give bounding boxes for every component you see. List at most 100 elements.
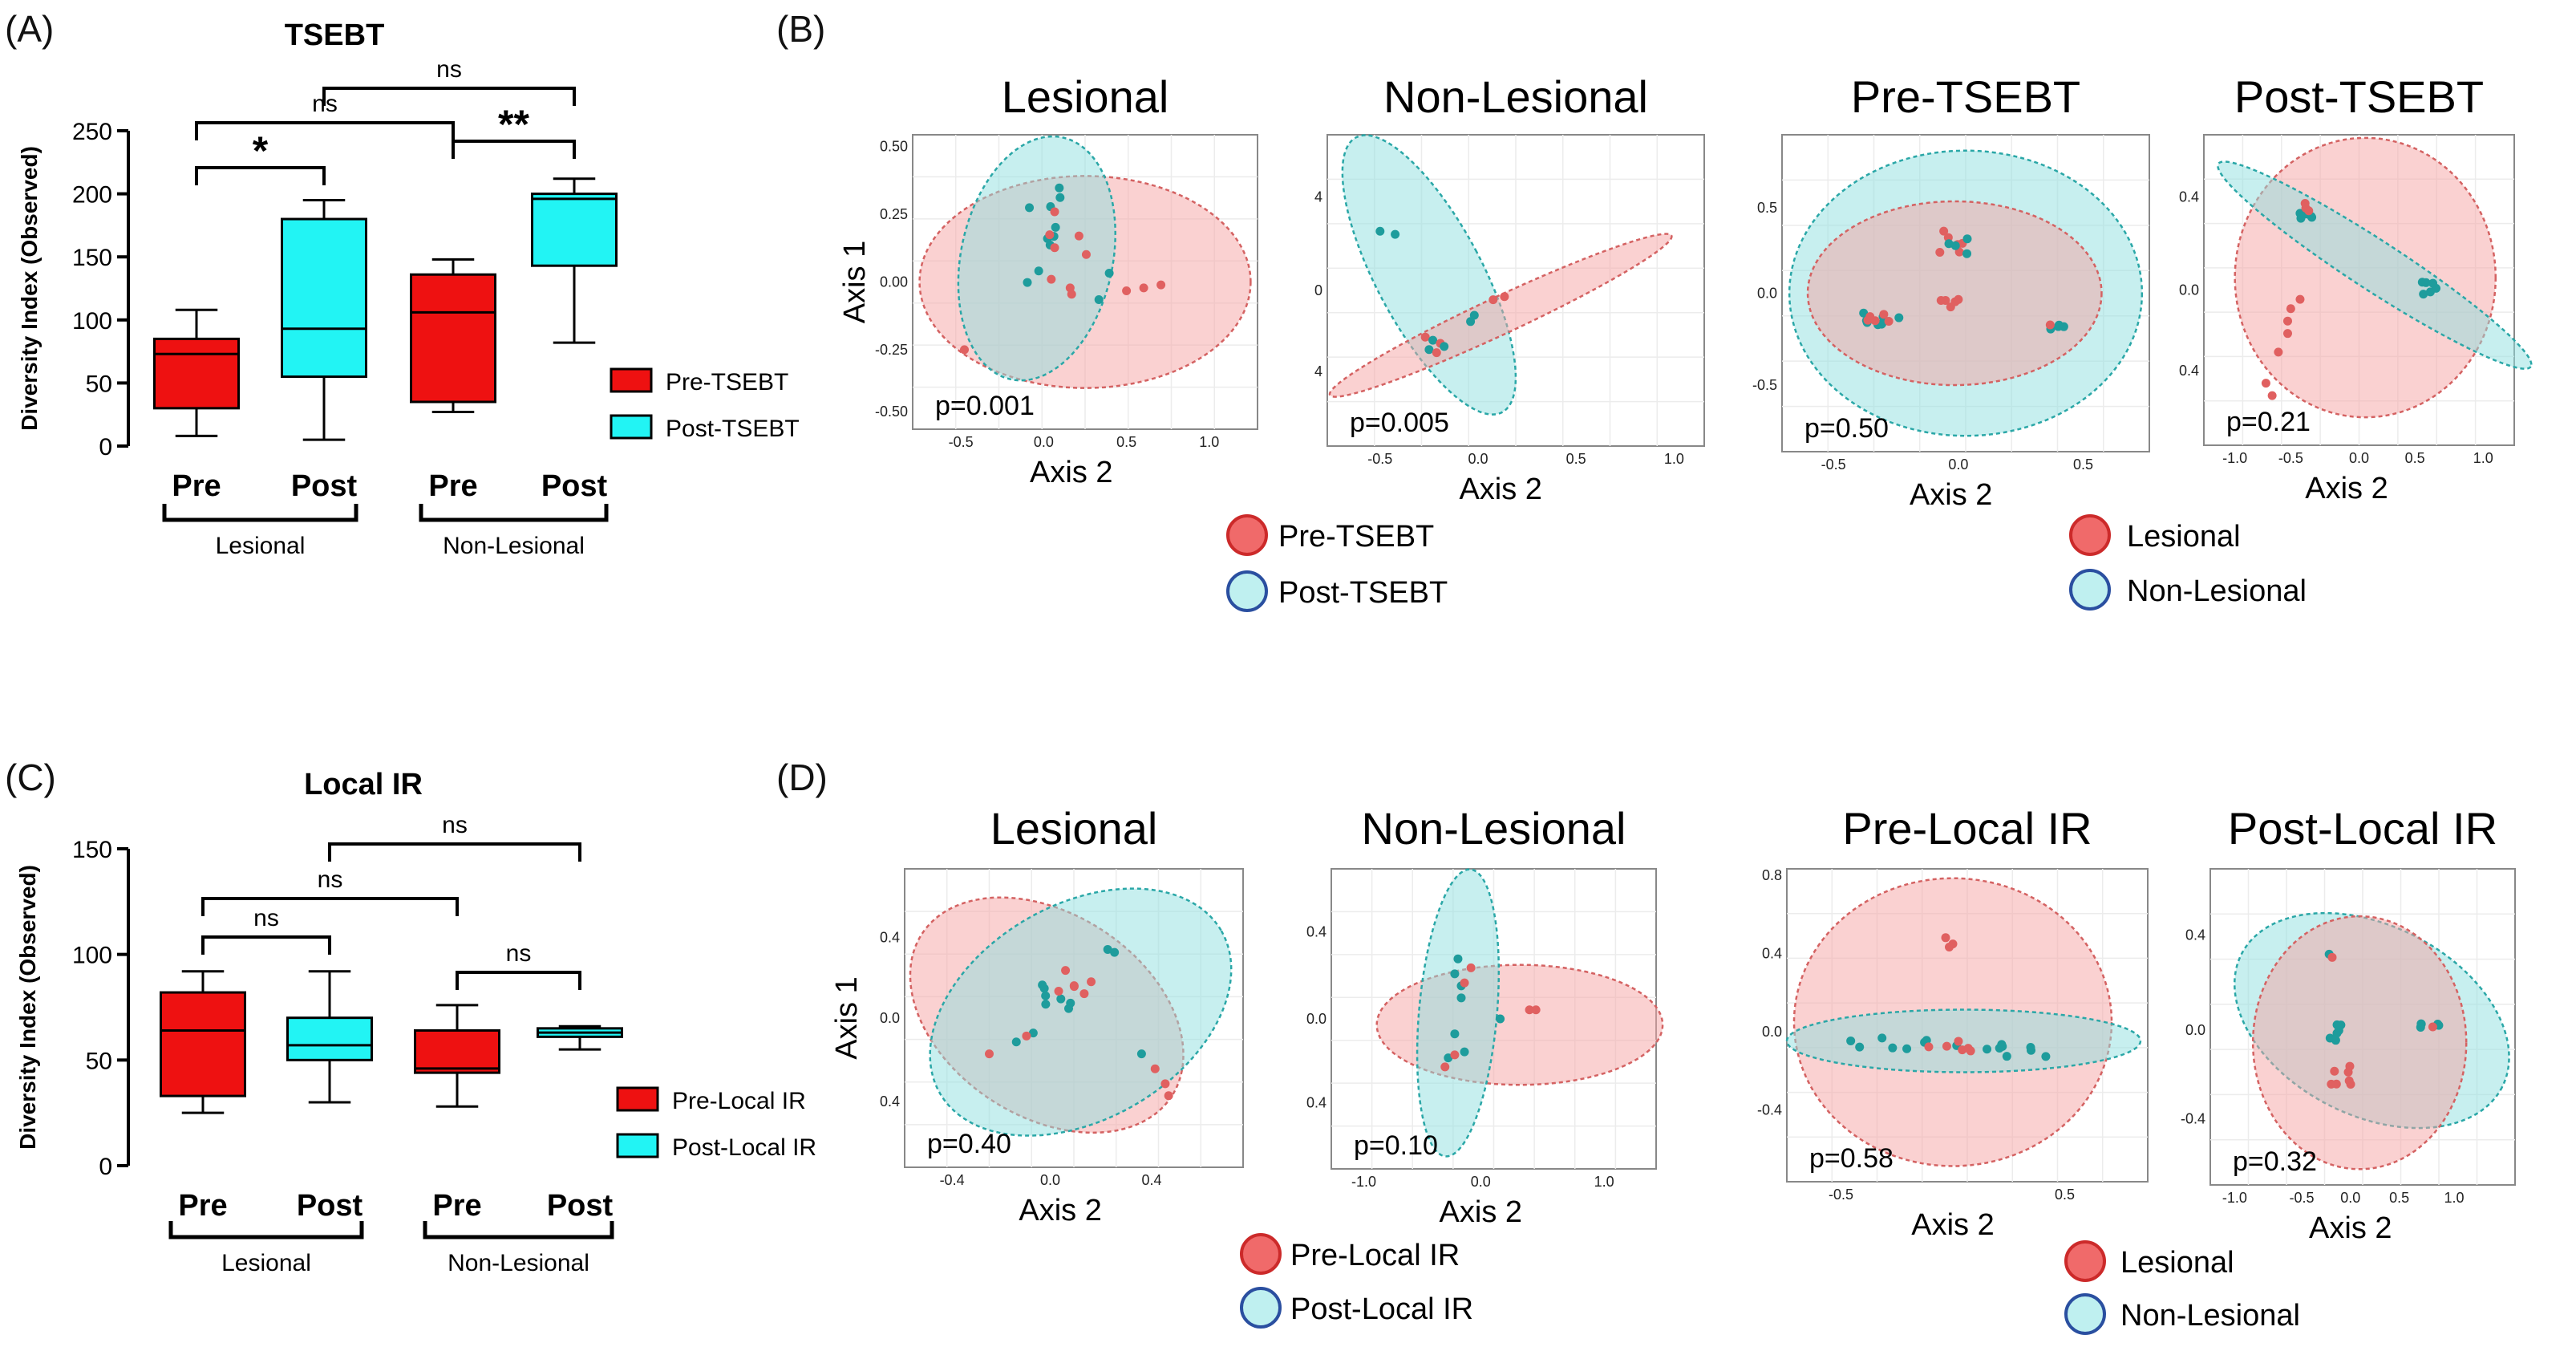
scatter-point bbox=[1469, 310, 1479, 320]
scatter-point bbox=[1894, 313, 1904, 323]
scatter-point bbox=[1945, 943, 1954, 951]
significance-bracket bbox=[195, 166, 326, 185]
scatter-point bbox=[1066, 998, 1075, 1008]
group-label: Non-Lesional bbox=[443, 533, 585, 559]
x-axis-label: Axis 2 bbox=[1910, 478, 1992, 512]
scatter-point bbox=[2045, 320, 2055, 330]
box-rect bbox=[160, 991, 246, 1097]
scatter-point bbox=[2330, 1066, 2339, 1076]
p-value-label: p=0.40 bbox=[927, 1129, 1011, 1159]
scatter-point bbox=[1061, 966, 1071, 976]
x-tick-label: 0.0 bbox=[1040, 1172, 1060, 1188]
y-tick-label: 0.25 bbox=[880, 206, 908, 222]
scatter-point bbox=[1104, 268, 1114, 278]
x-tick-label: -1.0 bbox=[2222, 1190, 2247, 1206]
scatter-point bbox=[1902, 1044, 1912, 1053]
scatter-point bbox=[1460, 978, 1469, 988]
pca-title: Post-TSEBT bbox=[2234, 71, 2484, 122]
scatter-point bbox=[1055, 183, 1064, 193]
y-tick-label: 150 bbox=[72, 837, 112, 863]
significance-bracket bbox=[195, 121, 455, 140]
legend-b-right-label-b: Non-Lesional bbox=[2127, 574, 2307, 608]
scatter-point bbox=[1440, 342, 1449, 351]
panel-letter-a: (A) bbox=[5, 8, 54, 50]
confidence-ellipse bbox=[2251, 915, 2468, 1170]
legend-b-left: Pre-TSEBT Post-TSEBT bbox=[1226, 514, 1448, 612]
scatter-point bbox=[1954, 247, 1964, 257]
x-tick-label: 0.0 bbox=[2349, 450, 2369, 466]
legend-b-left-swatch-b bbox=[1226, 570, 1268, 612]
y-tick-label: 0.4 bbox=[880, 1093, 900, 1110]
x-axis-label: Axis 2 bbox=[1030, 456, 1112, 489]
scatter-point bbox=[2267, 391, 2277, 400]
y-tick-label: 0.5 bbox=[1757, 200, 1777, 216]
scatter-point bbox=[1045, 230, 1055, 240]
x-tick-label: -0.4 bbox=[940, 1172, 965, 1188]
pca-title: Lesional bbox=[990, 803, 1158, 854]
x-tick-label: 0.5 bbox=[2389, 1190, 2409, 1206]
legend-d-right: Lesional Non-Lesional bbox=[2064, 1240, 2300, 1335]
group-bracket bbox=[423, 1221, 614, 1239]
y-tick-label: 0.0 bbox=[2185, 1022, 2205, 1038]
significance-label: ns bbox=[506, 940, 532, 967]
scatter-point bbox=[1942, 1041, 1951, 1051]
pca-title: Non-Lesional bbox=[1383, 71, 1648, 122]
scatter-point bbox=[1065, 283, 1075, 293]
box-rect bbox=[286, 1016, 373, 1061]
scatter-point bbox=[1946, 302, 1955, 312]
scatter-point bbox=[1962, 249, 1972, 258]
scatter-point bbox=[1087, 977, 1096, 987]
y-tick-label: 0.0 bbox=[880, 1010, 900, 1026]
x-tick-label: 1.0 bbox=[1199, 434, 1219, 450]
y-tick-label: 200 bbox=[72, 182, 112, 209]
scatter-point bbox=[2428, 1022, 2437, 1032]
scatter-point bbox=[1050, 207, 1059, 217]
box-rect bbox=[531, 193, 618, 267]
scatter-point bbox=[1941, 933, 1950, 943]
scatter-point bbox=[1047, 274, 1056, 284]
scatter-point bbox=[1453, 954, 1463, 964]
scatter-point bbox=[2344, 1076, 2354, 1085]
scatter-point bbox=[1139, 283, 1148, 293]
confidence-ellipse bbox=[1785, 1008, 2142, 1073]
y-tick-label: 0 bbox=[99, 434, 112, 460]
panel-letter-d: (D) bbox=[776, 757, 828, 798]
category-label: Pre bbox=[178, 1189, 227, 1223]
scatter-point bbox=[1963, 1044, 1973, 1053]
scatter-point bbox=[1011, 1037, 1021, 1047]
box-chart-tsebt: TSEBT 0 50 100 150 200 250 Diversity Index (Obs… bbox=[17, 18, 800, 559]
y-tick-label: 0 bbox=[99, 1154, 112, 1180]
x-tick-label: -1.0 bbox=[1351, 1174, 1376, 1190]
legend-d-right-label-b: Non-Lesional bbox=[2120, 1299, 2300, 1333]
category-label: Pre bbox=[432, 1189, 481, 1223]
y-tick-label: 0.4 bbox=[2179, 363, 2199, 379]
category-label: Post bbox=[547, 1189, 614, 1223]
scatter-point bbox=[1939, 226, 1949, 236]
y-tick-label: 4 bbox=[1314, 189, 1322, 205]
y-tick-label: 0 bbox=[1314, 282, 1322, 298]
scatter-point bbox=[1865, 312, 1875, 322]
scatter-point bbox=[2416, 1022, 2425, 1032]
scatter-point bbox=[2327, 952, 2337, 962]
pca-title: Post-Local IR bbox=[2228, 803, 2497, 854]
legend-d-left-label-a: Pre-Local IR bbox=[1290, 1239, 1460, 1272]
x-tick-label: 0.5 bbox=[1116, 434, 1136, 450]
significance-bracket bbox=[322, 87, 576, 106]
legend-label-post: Post-Local IR bbox=[672, 1134, 816, 1161]
x-axis-label: Axis 2 bbox=[1911, 1208, 1994, 1242]
scatter-point bbox=[1034, 266, 1043, 276]
significance-label: ** bbox=[498, 102, 529, 147]
category-label: Post bbox=[291, 469, 358, 503]
scatter-point bbox=[1941, 295, 1950, 305]
scatter-point bbox=[1039, 984, 1049, 993]
p-value-label: p=0.50 bbox=[1804, 413, 1889, 444]
scatter-point bbox=[2286, 304, 2295, 314]
y-tick-label: 0.4 bbox=[1762, 945, 1782, 961]
category-label: Pre bbox=[172, 469, 221, 503]
x-tick-label: 1.0 bbox=[2473, 450, 2493, 466]
significance-label: * bbox=[253, 128, 269, 173]
scatter-point bbox=[1050, 243, 1059, 253]
panel-letter-b: (B) bbox=[776, 8, 825, 50]
scatter-point bbox=[1954, 1037, 1963, 1046]
scatter-point bbox=[2282, 329, 2292, 339]
